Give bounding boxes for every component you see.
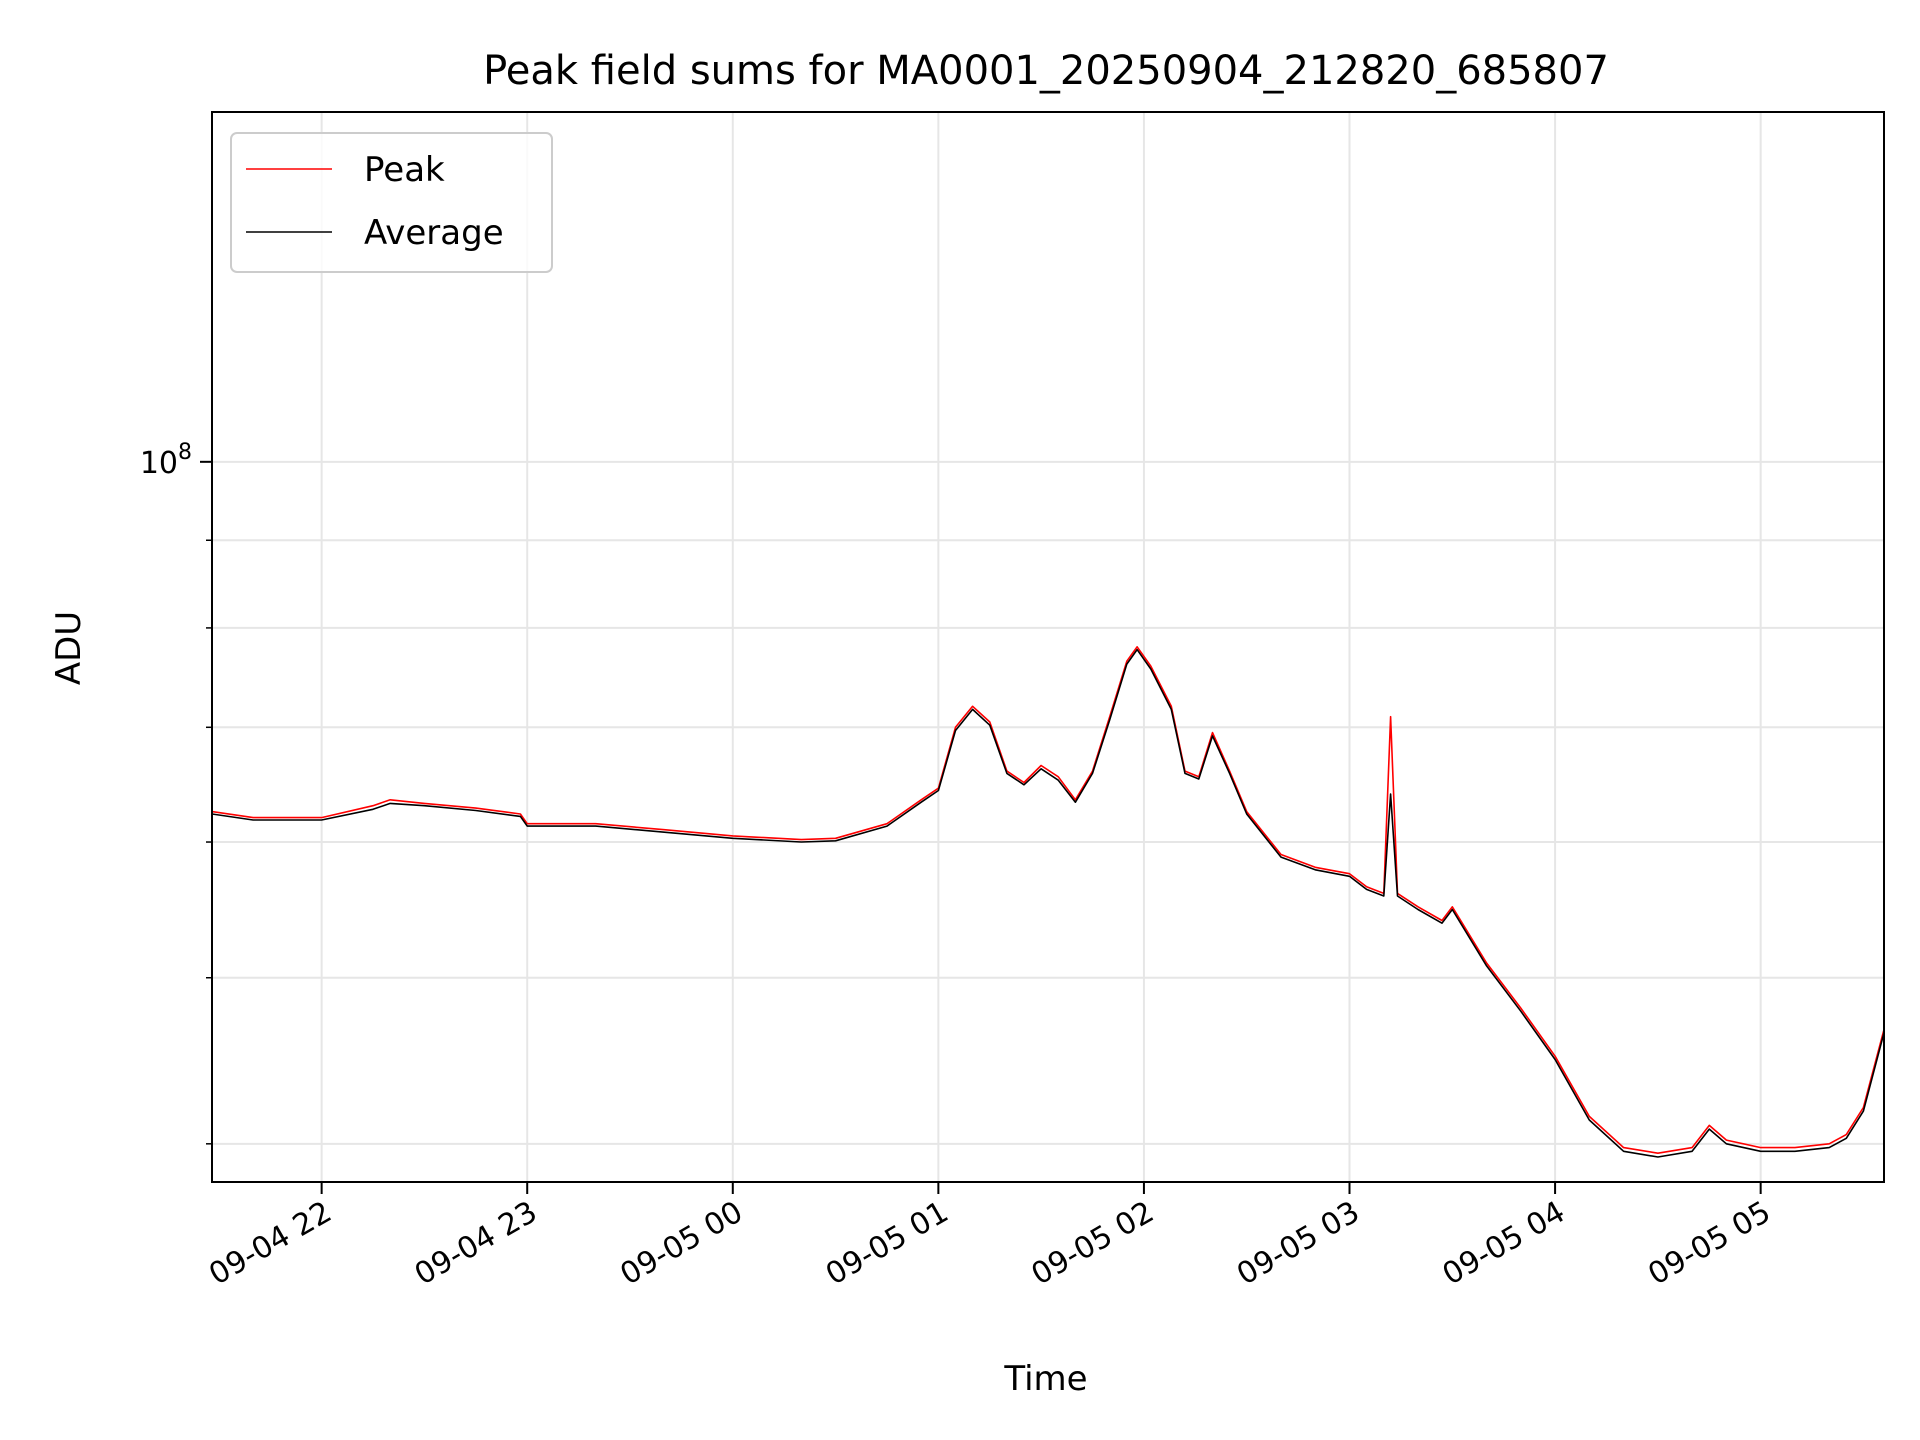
y-tick-label: 108 (140, 440, 192, 481)
x-tick-label: 09-05 03 (1231, 1195, 1365, 1293)
legend-label-average: Average (364, 213, 504, 253)
x-tick-label: 09-05 01 (820, 1195, 954, 1293)
x-axis-label: Time (1003, 1359, 1087, 1399)
series-layer (212, 646, 1884, 1158)
legend-box (230, 132, 553, 273)
series-line-peak (212, 646, 1884, 1154)
x-tick-label: 09-05 02 (1026, 1195, 1160, 1293)
grid (212, 112, 1884, 1182)
y-axis: 108 (140, 440, 212, 1145)
x-tick-label: 09-05 00 (614, 1195, 748, 1293)
legend: Peak Average (230, 132, 553, 273)
x-tick-label: 09-05 05 (1642, 1195, 1776, 1293)
legend-label-peak: Peak (364, 150, 445, 190)
y-axis-label: ADU (49, 611, 89, 685)
x-tick-label: 09-04 23 (409, 1195, 543, 1293)
x-axis: 09-04 22 09-04 23 09-05 00 09-05 01 09-05 02… (203, 1182, 1777, 1293)
plot-frame (211, 111, 1885, 1183)
x-tick-label: 09-05 04 (1437, 1195, 1571, 1293)
chart-title: Peak field sums for MA0001_20250904_2128… (483, 48, 1609, 94)
x-tick-label: 09-04 22 (203, 1195, 337, 1293)
series-line-average (212, 648, 1884, 1158)
